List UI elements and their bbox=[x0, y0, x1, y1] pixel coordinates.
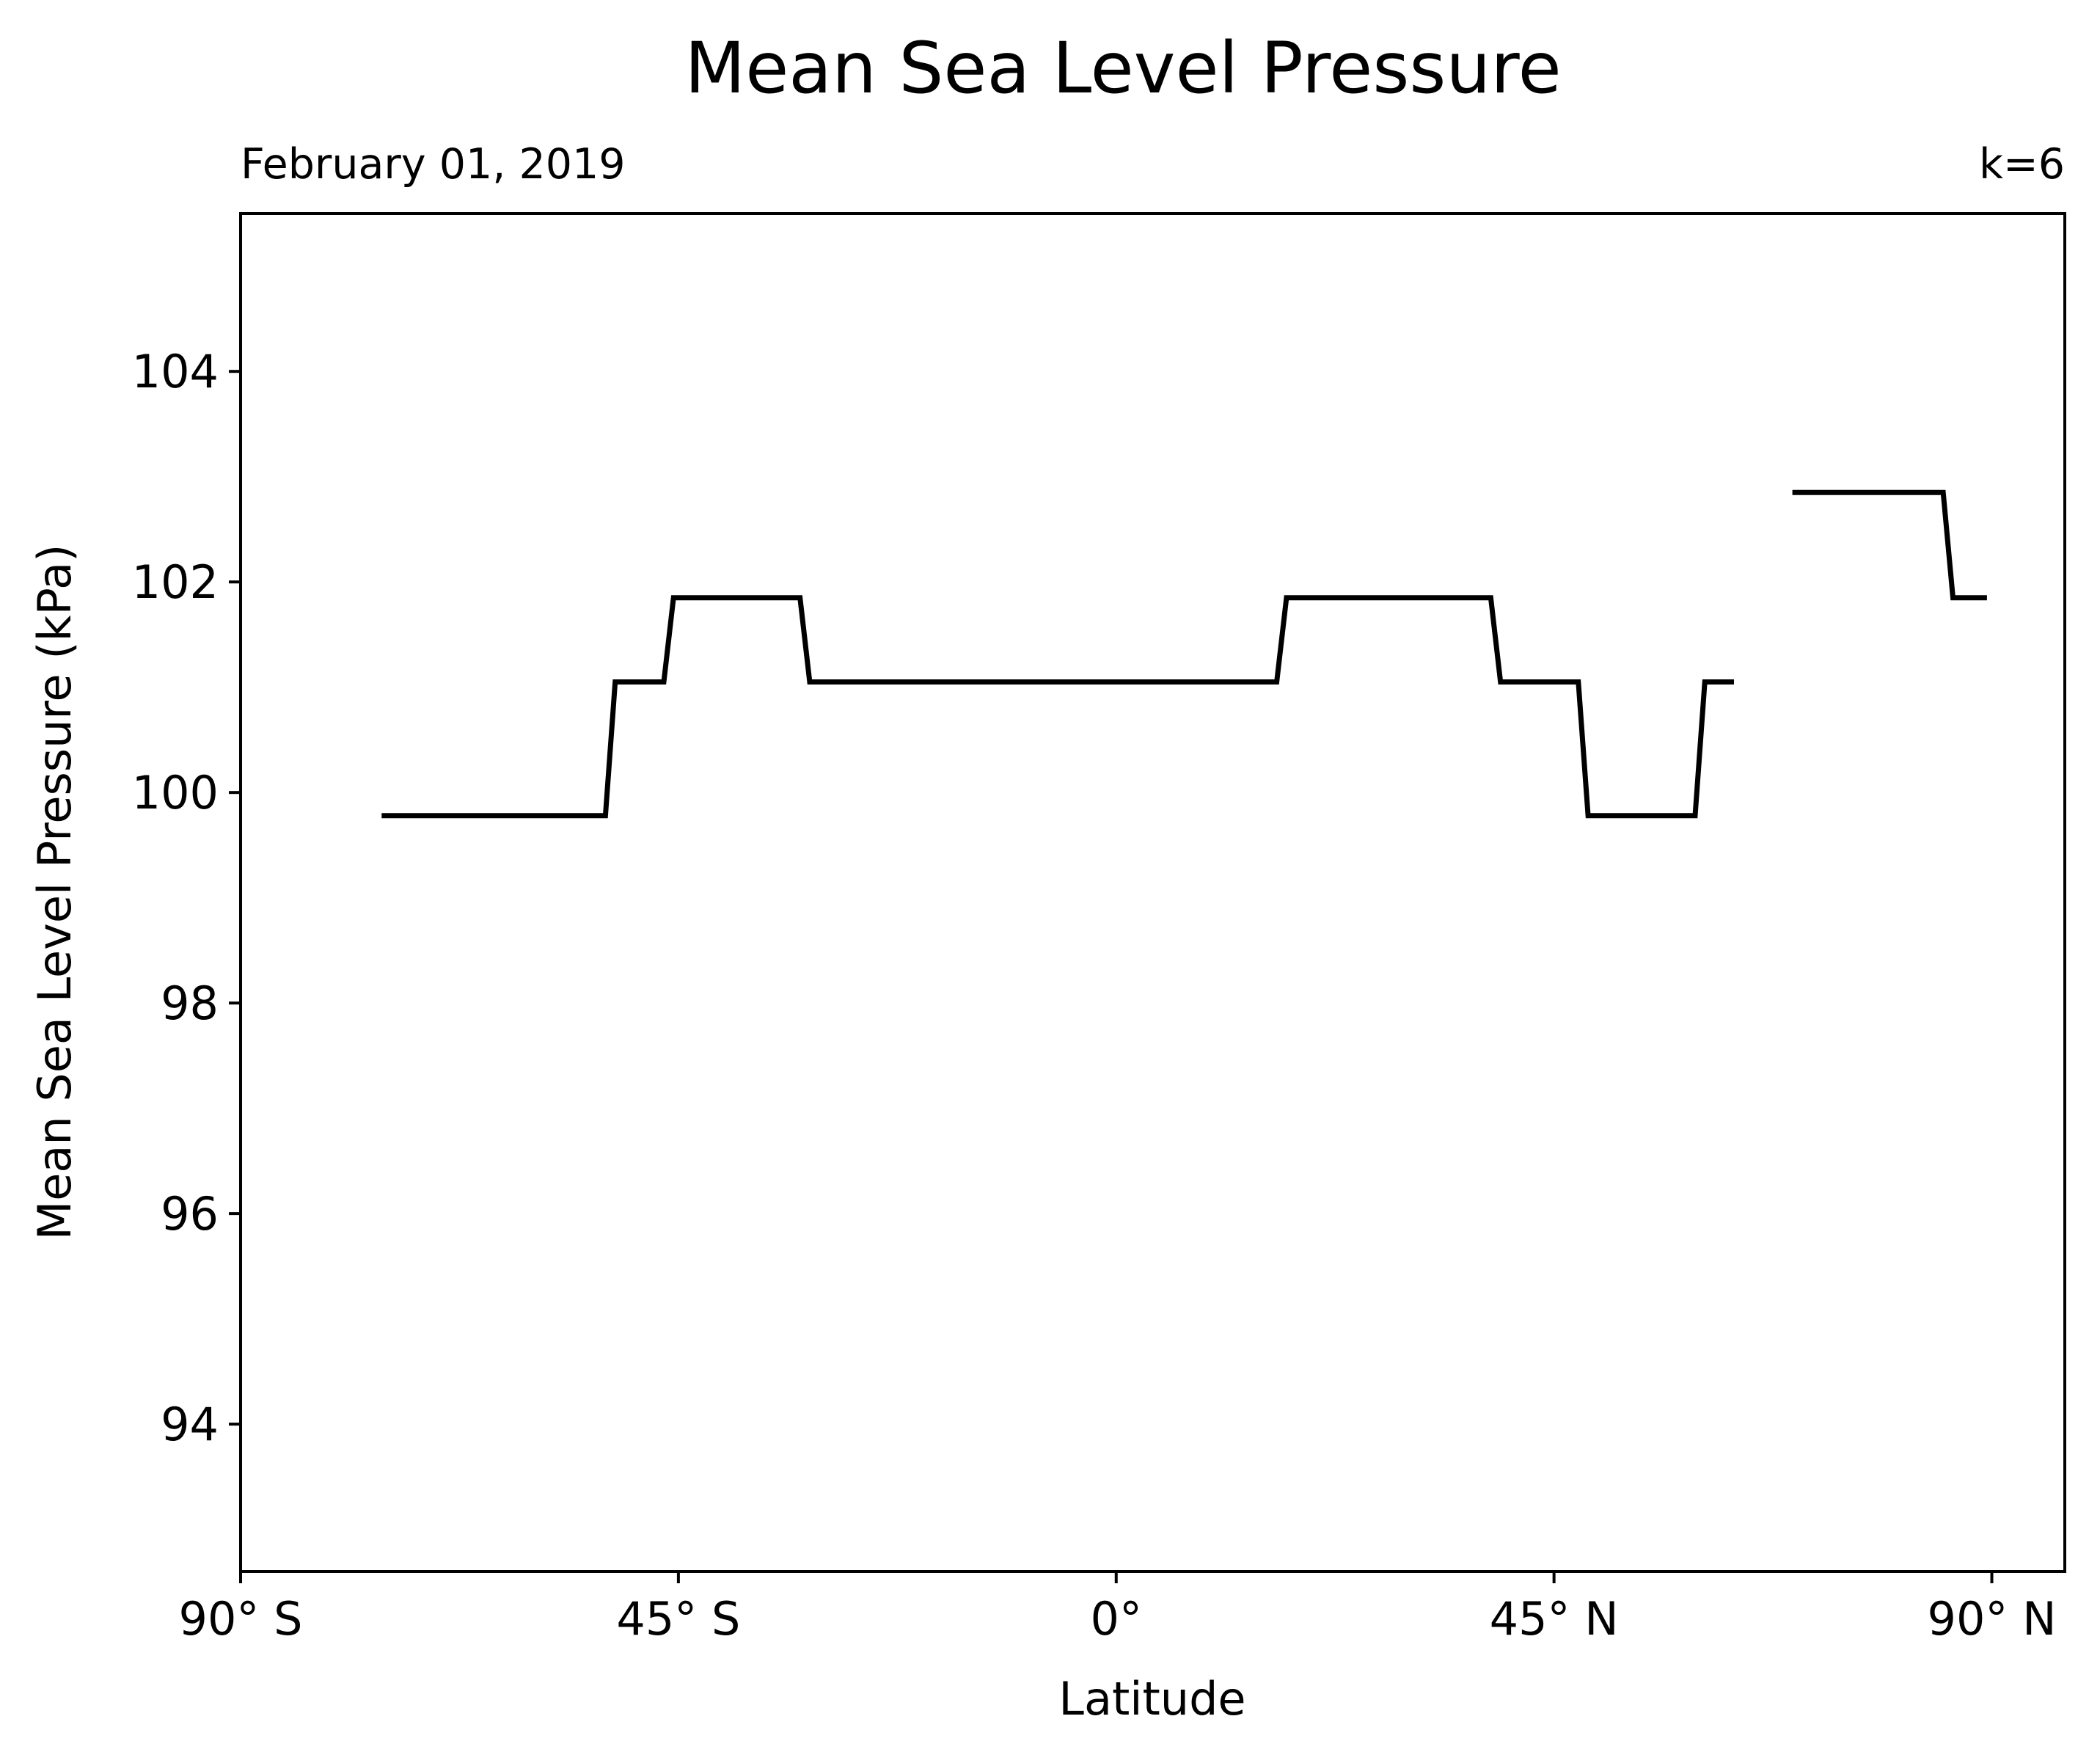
x-tick-label: 45° N bbox=[1490, 1592, 1619, 1646]
plot-area-frame bbox=[239, 212, 2066, 1573]
x-tick-label: 45° S bbox=[616, 1592, 740, 1646]
chart-subtitle-date: February 01, 2019 bbox=[241, 140, 626, 189]
y-tick-label: 104 bbox=[132, 345, 219, 398]
y-tick-label: 102 bbox=[132, 555, 219, 609]
x-tick-label: 90° S bbox=[179, 1592, 303, 1646]
y-tick-label: 94 bbox=[161, 1398, 219, 1451]
y-axis-label: Mean Sea Level Pressure (kPa) bbox=[28, 544, 81, 1241]
y-tick-label: 100 bbox=[132, 766, 219, 820]
y-axis-ticks: 94 96 98 100 102 104 bbox=[132, 345, 241, 1451]
chart-subtitle-k: k=6 bbox=[1979, 140, 2065, 189]
x-axis-ticks: 90° S 45° S 0° 45° N 90° N bbox=[179, 1572, 2057, 1646]
y-tick-label: 96 bbox=[161, 1187, 219, 1241]
x-tick-label: 0° bbox=[1091, 1592, 1142, 1646]
series-line-segment bbox=[1792, 489, 1987, 601]
series-layer bbox=[381, 489, 1987, 819]
x-tick-label: 90° N bbox=[1928, 1592, 2057, 1646]
x-axis-label: Latitude bbox=[1058, 1672, 1245, 1726]
chart-title: Mean Sea Level Pressure bbox=[684, 27, 1561, 109]
series-line-segment bbox=[381, 595, 1734, 819]
y-tick-label: 98 bbox=[161, 977, 219, 1030]
